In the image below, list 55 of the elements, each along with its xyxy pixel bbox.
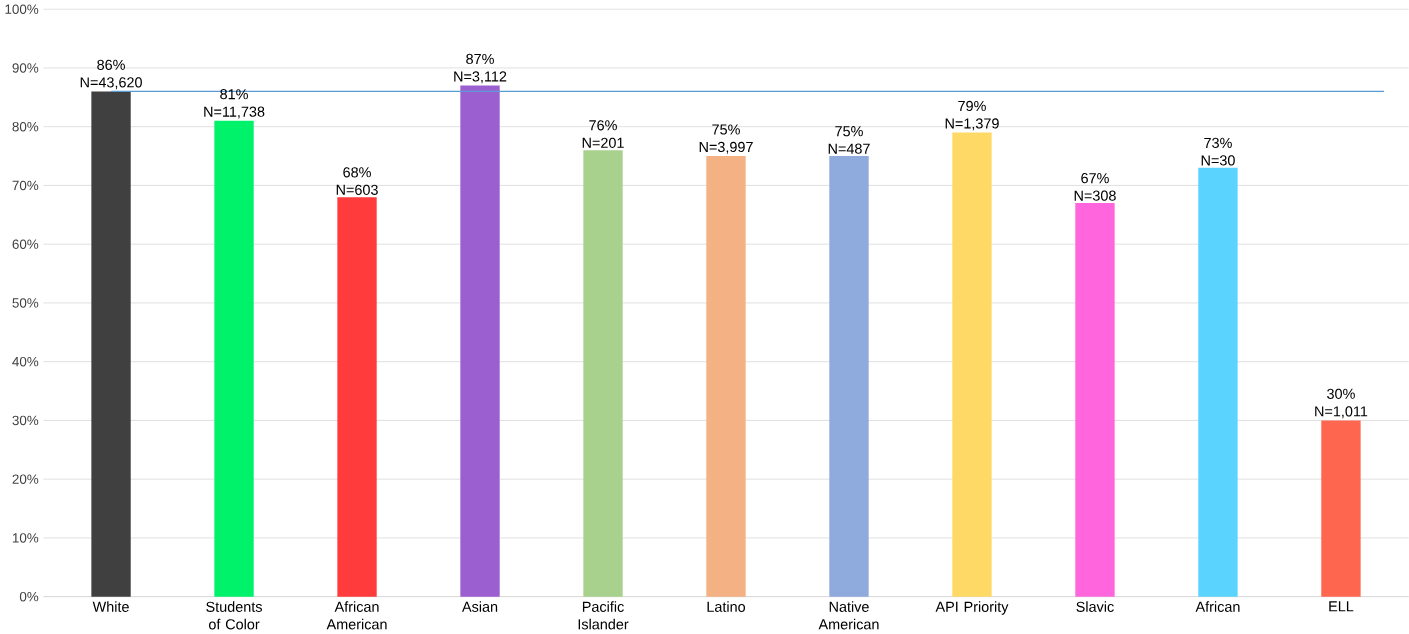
data-label: 30% xyxy=(1327,388,1355,399)
y-tick-label: 100% xyxy=(5,4,39,14)
y-tick-label: 30% xyxy=(12,415,39,426)
y-tick-label: 40% xyxy=(12,356,39,367)
bar xyxy=(1198,167,1238,597)
y-tick-label: 80% xyxy=(12,121,39,132)
data-label: 81% xyxy=(220,89,248,100)
annotation: N=3,112 xyxy=(454,71,507,84)
x-tick-label: Latino xyxy=(707,601,746,612)
bar xyxy=(460,85,500,597)
annotation: N=487 xyxy=(828,143,870,154)
annotation: N=1,379 xyxy=(945,118,999,131)
y-tick-label: 90% xyxy=(12,63,39,73)
y-tick-label: 20% xyxy=(12,474,39,484)
y-tick-label: 50% xyxy=(12,298,39,308)
y-tick-label: 0% xyxy=(19,591,39,602)
bar xyxy=(583,150,623,597)
x-tick-label: Students of Color xyxy=(206,601,262,630)
bar xyxy=(1075,203,1115,597)
annotation: N=603 xyxy=(336,184,378,195)
bar xyxy=(706,156,746,597)
x-tick-label: API Priority xyxy=(935,601,1009,615)
x-tick-label: Native American xyxy=(818,601,879,630)
bar xyxy=(91,91,131,597)
annotation: N=201 xyxy=(582,137,624,148)
annotation: N=3,997 xyxy=(699,141,753,154)
data-label: 87% xyxy=(466,53,494,65)
x-tick-label: Pacific Islander xyxy=(578,601,629,630)
y-tick-label: 10% xyxy=(12,533,39,543)
data-label: 75% xyxy=(835,126,863,137)
x-tick-label: African American xyxy=(326,601,387,630)
data-label: 79% xyxy=(958,100,986,112)
data-label: 67% xyxy=(1081,173,1109,184)
data-label: 86% xyxy=(97,59,125,70)
annotation: N=11,738 xyxy=(204,106,265,119)
x-tick-label: African xyxy=(1195,601,1240,612)
x-tick-label: ELL xyxy=(1329,601,1354,612)
x-tick-label: Slavic xyxy=(1076,601,1114,612)
annotation: N=43,620 xyxy=(80,77,142,90)
bar xyxy=(214,120,254,597)
annotation: N=308 xyxy=(1074,190,1116,201)
y-tick-label: 70% xyxy=(12,180,39,191)
data-label: 68% xyxy=(343,167,371,178)
bar xyxy=(337,197,377,597)
bar xyxy=(1321,420,1361,597)
data-label: 73% xyxy=(1204,137,1232,149)
y-tick-label: 60% xyxy=(12,239,39,249)
annotation: N=30 xyxy=(1201,155,1235,166)
bar xyxy=(952,132,992,597)
data-label: 75% xyxy=(712,124,740,135)
bar xyxy=(829,156,869,597)
data-label: 76% xyxy=(589,120,617,131)
annotation: N=1,011 xyxy=(1315,406,1368,419)
x-tick-label: Asian xyxy=(462,601,498,612)
x-tick-label: White xyxy=(92,601,129,612)
